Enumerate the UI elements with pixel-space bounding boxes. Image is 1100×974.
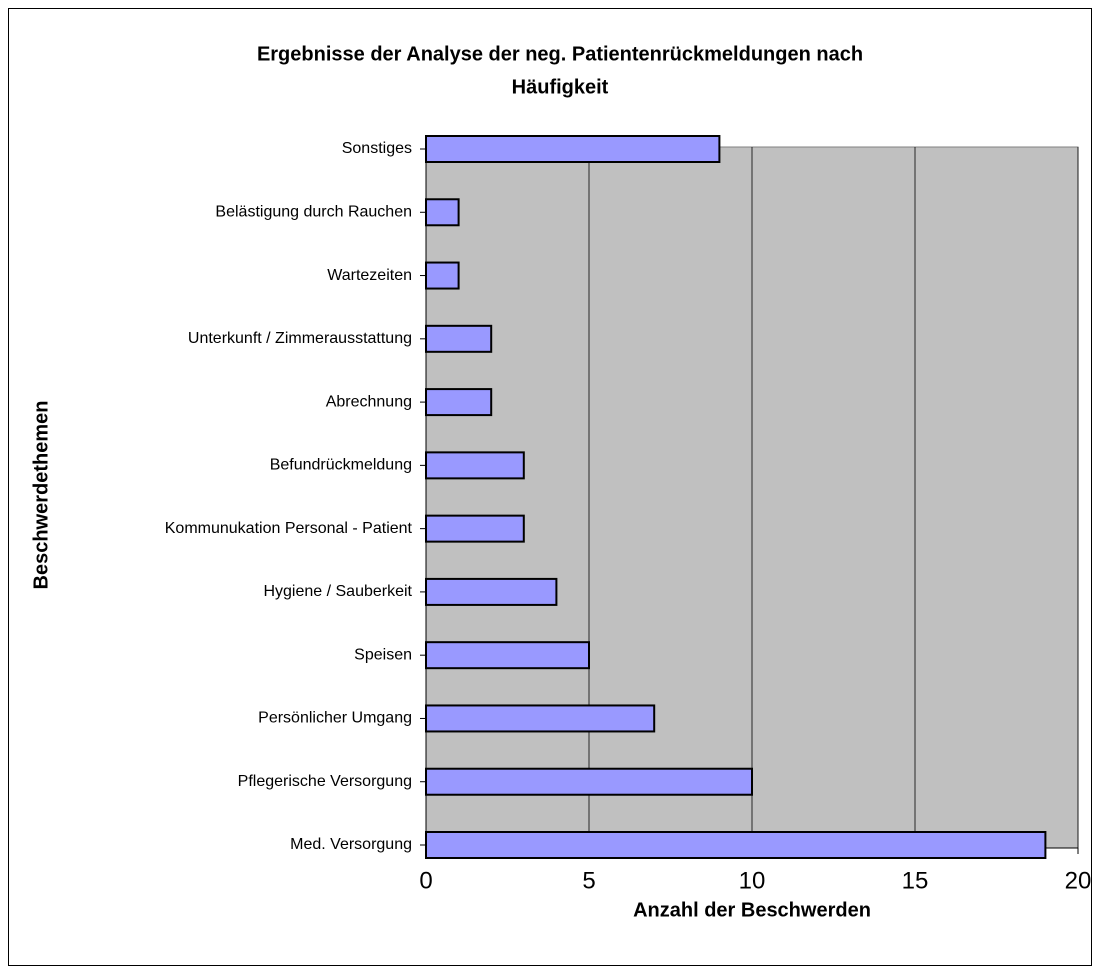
y-tick-label: Hygiene / Sauberkeit <box>263 583 412 600</box>
y-tick-label: Belästigung durch Rauchen <box>215 203 412 220</box>
bar <box>425 388 493 417</box>
chart-title: Häufigkeit <box>512 76 609 98</box>
x-tick-label: 15 <box>902 867 929 894</box>
bar <box>425 641 590 670</box>
bar <box>425 451 525 480</box>
y-axis-title: Beschwerdethemen <box>30 401 52 590</box>
x-tick-label: 10 <box>739 867 766 894</box>
y-tick-label: Med. Versorgung <box>290 836 412 853</box>
y-tick-label: Kommunukation Personal - Patient <box>165 520 413 537</box>
bar <box>425 135 721 163</box>
bar <box>425 577 558 606</box>
x-tick-label: 20 <box>1065 867 1092 894</box>
bar <box>425 767 753 796</box>
y-tick-label: Unterkunft / Zimmerausstattung <box>188 330 412 347</box>
bar <box>425 324 493 353</box>
bar <box>425 261 460 290</box>
y-tick-label: Pflegerische Versorgung <box>238 773 412 790</box>
y-tick-label: Sonstiges <box>342 140 412 157</box>
chart-title: Ergebnisse der Analyse der neg. Patiente… <box>257 43 863 65</box>
x-tick-label: 0 <box>419 867 432 894</box>
bar <box>425 704 656 733</box>
x-axis-title: Anzahl der Beschwerden <box>633 899 871 921</box>
y-tick-label: Wartezeiten <box>327 267 412 284</box>
x-tick-label: 5 <box>582 867 595 894</box>
bar <box>425 831 1047 859</box>
y-tick-label: Befundrückmeldung <box>270 457 412 474</box>
y-tick-label: Abrechnung <box>326 393 412 410</box>
y-tick-label: Persönlicher Umgang <box>258 710 412 727</box>
bar <box>425 514 525 543</box>
bar <box>425 198 460 227</box>
y-tick-label: Speisen <box>354 646 412 663</box>
